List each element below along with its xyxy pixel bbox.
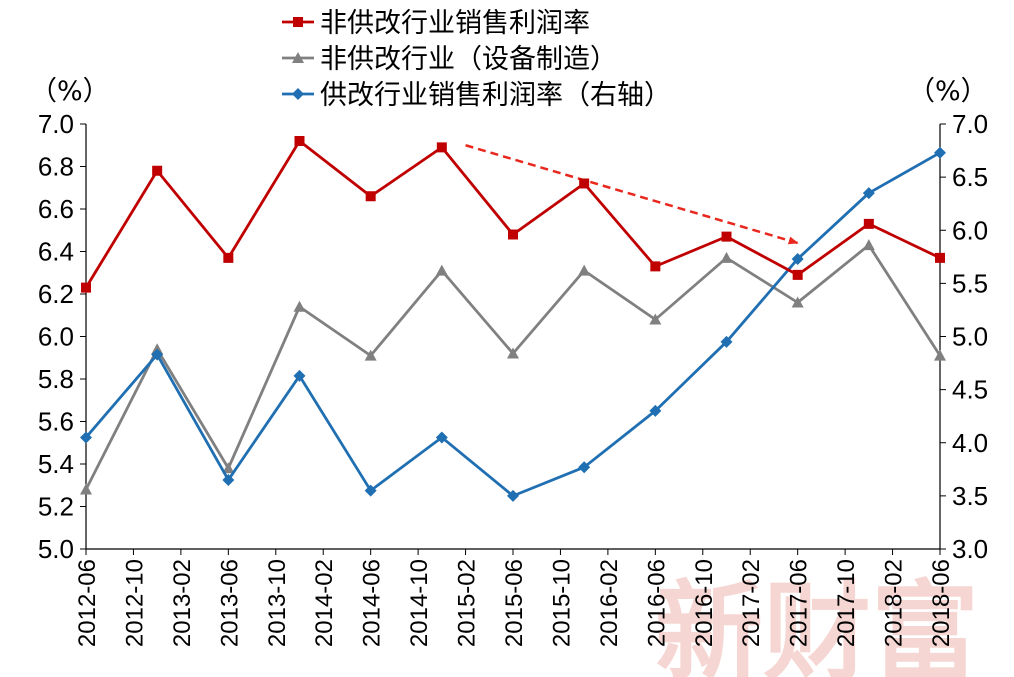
left-tick-label: 6.2 [38,279,74,309]
data-point [223,252,234,263]
right-tick-label: 7.0 [952,109,988,139]
x-tick-label: 2012-10 [121,559,148,647]
data-point [364,349,377,361]
left-tick-label: 6.4 [38,237,74,267]
data-point [435,431,448,444]
data-point [578,264,591,276]
data-point [508,229,518,240]
trend-annotation [465,144,799,245]
data-point [507,489,519,502]
data-point [792,269,803,280]
right-tick-label: 4.5 [952,375,988,405]
x-tick-label: 2014-10 [406,559,433,647]
data-point [152,165,163,176]
series-1 [81,136,945,293]
right-axis-unit: （%） [908,76,988,107]
data-point [935,252,945,263]
axes: 5.0 5.2 5.4 5.6 5.8 6.0 6.2 6.4 6.6 6.8 7.0 3.0 3.5 4… [30,76,988,647]
data-point [650,261,661,272]
x-tick-label: 2015-10 [548,559,575,647]
x-tick-label: 2016-02 [596,559,623,647]
left-tick-label: 6.6 [38,194,74,224]
legend-item-1: 非供改行业销售利润率 [282,8,590,39]
data-point [293,369,306,382]
data-point [80,483,92,495]
data-point [293,300,306,312]
data-point [862,187,875,200]
series-2 [80,239,946,495]
series-line-1 [84,139,941,289]
x-tick-label: 2013-06 [216,559,243,647]
legend-label: 非供改行业销售利润率 [320,8,590,39]
data-point [791,296,804,308]
left-tick-label: 7.0 [38,109,74,139]
legend-item-2: 非供改行业（设备制造） [282,44,617,75]
series-group [80,136,946,502]
left-tick-label: 5.6 [38,407,74,437]
x-tick-label: 2015-06 [501,559,528,647]
x-tick-label: 2012-06 [74,559,101,647]
right-tick-label: 5.0 [952,322,988,352]
right-tick-label: 4.0 [952,428,988,458]
left-tick-label: 6.8 [38,152,74,182]
data-point [862,239,875,251]
trend-arrow [465,144,799,245]
x-tick-label: 2018-02 [881,559,908,647]
x-tick-label: 2017-06 [786,559,813,647]
data-point [435,264,448,276]
watermark: 新财富 [655,570,979,677]
x-tick-label: 2013-10 [264,559,291,647]
right-tick-label: 3.5 [952,481,988,511]
data-point [579,178,590,189]
x-tick-label: 2017-10 [833,559,860,647]
left-tick-label: 5.2 [38,492,74,522]
legend-label: 供改行业销售利润率（右轴） [320,80,671,111]
legend-swatch-marker [292,52,304,63]
right-tick-label: 3.0 [952,534,988,564]
data-point [222,462,235,474]
left-tick-label: 6.0 [38,322,74,352]
data-point [81,282,91,293]
data-point [294,136,305,146]
data-point [721,231,732,242]
data-point [507,347,519,359]
legend-swatch-marker [293,17,303,27]
right-tick-label: 6.5 [952,162,988,192]
legend-swatch-marker [292,88,304,100]
data-point [934,146,946,159]
left-tick-label: 5.0 [38,534,74,564]
x-tick-label: 2014-06 [359,559,386,647]
data-point [151,348,164,361]
right-tick-label: 5.5 [952,268,988,298]
legend-item-3: 供改行业销售利润率（右轴） [282,80,671,111]
x-tick-label: 2017-02 [738,559,765,647]
data-point [80,431,92,444]
data-point [720,335,733,348]
x-tick-label: 2016-06 [643,559,670,647]
data-point [365,191,376,202]
data-point [863,218,874,229]
x-tick-label: 2015-02 [454,559,481,647]
left-tick-label: 5.8 [38,364,74,394]
legend-label: 非供改行业（设备制造） [320,44,617,75]
x-tick-label: 2014-02 [311,559,338,647]
left-axis-unit: （%） [30,76,110,107]
data-point [720,251,733,263]
right-tick-label: 6.0 [952,215,988,245]
x-tick-label: 2013-02 [169,559,196,647]
x-tick-label: 2016-10 [691,559,718,647]
data-point [934,349,946,361]
series-3 [80,146,946,502]
data-point [578,461,591,474]
x-tick-label: 2018-06 [928,559,955,647]
left-tick-label: 5.4 [38,449,74,479]
data-point [364,484,377,497]
data-point [649,313,662,325]
data-point [791,252,804,265]
data-point [222,473,235,486]
data-point [436,142,447,153]
data-point [649,404,662,417]
